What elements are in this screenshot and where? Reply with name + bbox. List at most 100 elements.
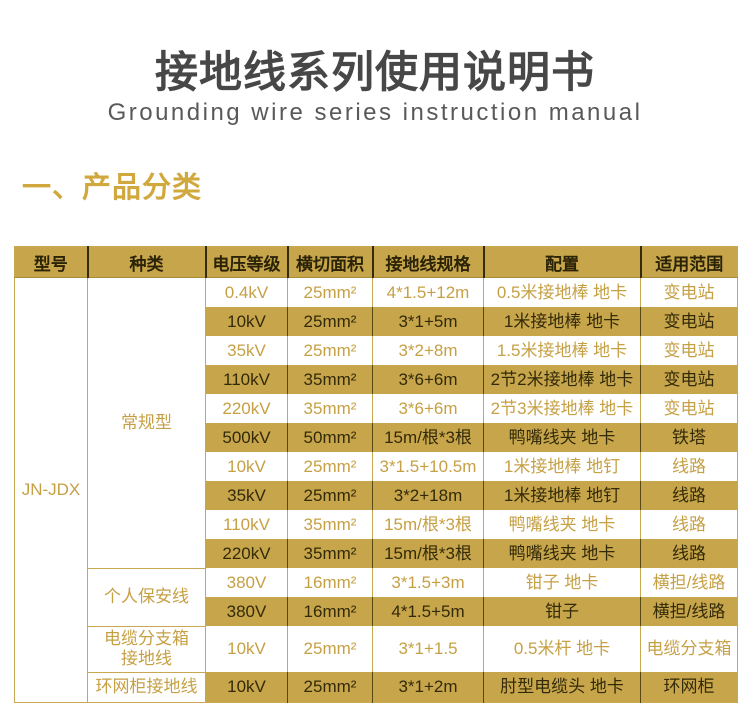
- table-row: 电缆分支箱 接地线 10kV 25mm² 3*1+1.5 0.5米杆 地卡 电缆…: [15, 625, 738, 673]
- cell-spec: 3*2+8m: [372, 336, 484, 365]
- cell-scope: 横担/线路: [640, 568, 738, 597]
- cell-config: 1米接地棒 地钉: [483, 481, 641, 510]
- cell-area: 35mm²: [287, 365, 373, 394]
- cell-scope: 变电站: [640, 365, 738, 394]
- cell-area: 50mm²: [287, 423, 373, 452]
- cell-config: 2节3米接地棒 地卡: [483, 394, 641, 423]
- cell-category-regular: 常规型: [87, 277, 206, 569]
- cell-spec: 3*1+5m: [372, 307, 484, 336]
- cell-voltage: 35kV: [205, 481, 288, 510]
- cell-spec: 15m/根*3根: [372, 423, 484, 452]
- cell-voltage: 220kV: [205, 394, 288, 423]
- table-row: 500kV 50mm² 15m/根*3根 鸭嘴线夹 地卡 铁塔: [15, 423, 738, 452]
- cell-voltage: 380V: [205, 597, 288, 626]
- cell-scope: 线路: [640, 539, 738, 568]
- cell-category-cable-branch-box: 电缆分支箱 接地线: [87, 625, 206, 673]
- cell-scope: 变电站: [640, 307, 738, 336]
- cell-spec: 4*1.5+12m: [372, 277, 484, 307]
- cell-spec: 15m/根*3根: [372, 510, 484, 539]
- cell-area: 35mm²: [287, 539, 373, 568]
- cell-area: 25mm²: [287, 336, 373, 365]
- cell-area: 25mm²: [287, 672, 373, 702]
- cell-voltage: 380V: [205, 568, 288, 597]
- cell-config: 钳子: [483, 597, 641, 626]
- cell-spec: 15m/根*3根: [372, 539, 484, 568]
- cell-config: 0.5米接地棒 地卡: [483, 277, 641, 307]
- table-row: 220kV 35mm² 15m/根*3根 鸭嘴线夹 地卡 线路: [15, 539, 738, 568]
- cell-scope: 横担/线路: [640, 597, 738, 626]
- table-row: 110kV 35mm² 15m/根*3根 鸭嘴线夹 地卡 线路: [15, 510, 738, 539]
- cell-voltage: 0.4kV: [205, 277, 288, 307]
- cell-spec: 3*1+2m: [372, 672, 484, 702]
- cell-config: 1米接地棒 地钉: [483, 452, 641, 481]
- cell-spec: 3*1.5+3m: [372, 568, 484, 597]
- header-voltage: 电压等级: [205, 246, 289, 278]
- cell-config: 鸭嘴线夹 地卡: [483, 539, 641, 568]
- cell-area: 16mm²: [287, 568, 373, 597]
- cell-scope: 环网柜: [640, 672, 738, 702]
- cell-spec: 3*1.5+10.5m: [372, 452, 484, 481]
- cell-area: 16mm²: [287, 597, 373, 626]
- cell-spec: 3*1+1.5: [372, 626, 484, 672]
- cell-model: JN-JDX: [14, 277, 88, 703]
- header-config: 配置: [483, 246, 642, 278]
- table-row: 个人保安线 380V 16mm² 3*1.5+3m 钳子 地卡 横担/线路: [15, 567, 738, 627]
- cell-area: 35mm²: [287, 510, 373, 539]
- product-table: 型号 种类 电压等级 横切面积 接地线规格 配置 适用范围 JN-JDX 常规型…: [14, 246, 738, 703]
- header-scope: 适用范围: [640, 246, 738, 278]
- table-row: 220kV 35mm² 3*6+6m 2节3米接地棒 地卡 变电站: [15, 394, 738, 423]
- cell-voltage: 220kV: [205, 539, 288, 568]
- cell-config: 鸭嘴线夹 地卡: [483, 423, 641, 452]
- header-model: 型号: [14, 246, 89, 278]
- header-spec: 接地线规格: [372, 246, 485, 278]
- page-subtitle: Grounding wire series instruction manual: [107, 99, 643, 126]
- cell-config: 鸭嘴线夹 地卡: [483, 510, 641, 539]
- cell-voltage: 10kV: [205, 307, 288, 336]
- cell-scope: 电缆分支箱: [640, 626, 738, 672]
- cell-spec: 3*2+18m: [372, 481, 484, 510]
- cell-config: 肘型电缆头 地卡: [483, 672, 641, 702]
- cell-voltage: 10kV: [205, 672, 288, 702]
- cell-config: 钳子 地卡: [483, 568, 641, 597]
- cell-spec: 4*1.5+5m: [372, 597, 484, 626]
- table-row: 35kV 25mm² 3*2+8m 1.5米接地棒 地卡 变电站: [15, 336, 738, 365]
- cell-spec: 3*6+6m: [372, 365, 484, 394]
- cell-voltage: 110kV: [205, 365, 288, 394]
- cell-area: 25mm²: [287, 626, 373, 672]
- cell-voltage: 10kV: [205, 626, 288, 672]
- product-classification-table: 型号 种类 电压等级 横切面积 接地线规格 配置 适用范围 JN-JDX 常规型…: [14, 246, 738, 703]
- cell-voltage: 35kV: [205, 336, 288, 365]
- cell-voltage: 10kV: [205, 452, 288, 481]
- table-row: 35kV 25mm² 3*2+18m 1米接地棒 地钉 线路: [15, 481, 738, 510]
- cell-area: 25mm²: [287, 481, 373, 510]
- cell-scope: 线路: [640, 452, 738, 481]
- section-heading: 一、产品分类: [22, 172, 203, 204]
- cell-scope: 变电站: [640, 336, 738, 365]
- cell-scope: 线路: [640, 510, 738, 539]
- cell-area: 25mm²: [287, 307, 373, 336]
- cell-spec: 3*6+6m: [372, 394, 484, 423]
- table-row: 10kV 25mm² 3*1.5+10.5m 1米接地棒 地钉 线路: [15, 452, 738, 481]
- page-title: 接地线系列使用说明书: [155, 49, 595, 97]
- cell-category-ring-main-unit: 环网柜接地线: [87, 671, 206, 703]
- cell-config: 2节2米接地棒 地卡: [483, 365, 641, 394]
- cell-config: 1米接地棒 地卡: [483, 307, 641, 336]
- table-row: JN-JDX 常规型 0.4kV 25mm² 4*1.5+12m 0.5米接地棒…: [14, 277, 738, 703]
- cell-area: 25mm²: [287, 452, 373, 481]
- cell-area: 35mm²: [287, 394, 373, 423]
- cell-config: 0.5米杆 地卡: [483, 626, 641, 672]
- cell-scope: 变电站: [640, 277, 738, 307]
- table-row: 380V 16mm² 4*1.5+5m 钳子 横担/线路: [15, 597, 738, 626]
- cell-scope: 铁塔: [640, 423, 738, 452]
- cell-voltage: 500kV: [205, 423, 288, 452]
- cell-scope: 线路: [640, 481, 738, 510]
- table-row: 环网柜接地线 10kV 25mm² 3*1+2m 肘型电缆头 地卡 环网柜: [15, 671, 738, 703]
- table-row: 10kV 25mm² 3*1+5m 1米接地棒 地卡 变电站: [15, 307, 738, 336]
- cell-category-personal: 个人保安线: [87, 567, 206, 627]
- header-category: 种类: [87, 246, 207, 278]
- header-area: 横切面积: [287, 246, 374, 278]
- table-row: 110kV 35mm² 3*6+6m 2节2米接地棒 地卡 变电站: [15, 365, 738, 394]
- table-header-row: 型号 种类 电压等级 横切面积 接地线规格 配置 适用范围: [14, 246, 738, 278]
- cell-config: 1.5米接地棒 地卡: [483, 336, 641, 365]
- cell-area: 25mm²: [287, 277, 373, 307]
